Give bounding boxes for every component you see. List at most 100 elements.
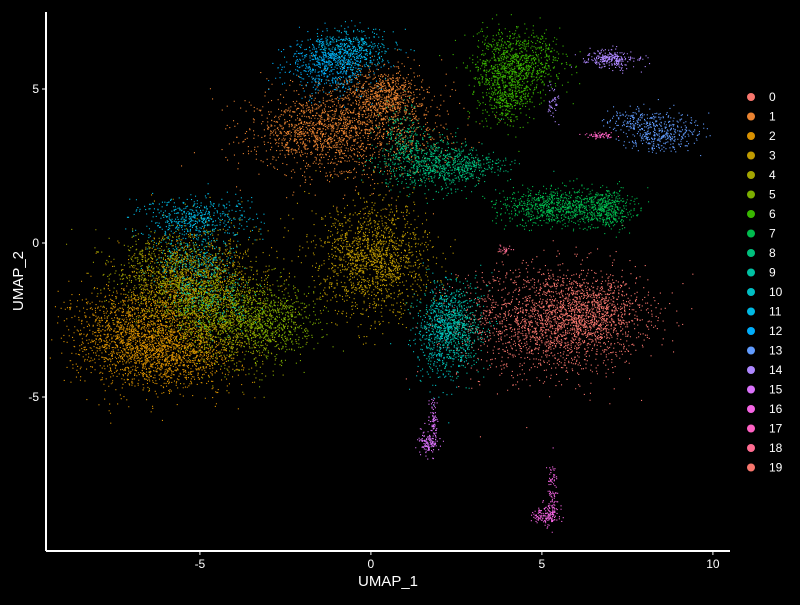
- x-axis-title: UMAP_1: [358, 573, 418, 590]
- legend-item-15: 15: [747, 383, 783, 397]
- series-2-blob-0: [49, 242, 235, 424]
- series-14-blob-1: [547, 81, 560, 126]
- legend-label-8: 8: [769, 246, 776, 260]
- legend-key-16: [747, 405, 755, 413]
- y-axis-title: UMAP_2: [10, 251, 27, 311]
- series-4-points: [66, 203, 321, 398]
- legend-item-3: 3: [747, 149, 776, 163]
- legend-item-8: 8: [747, 246, 776, 260]
- legend-item-11: 11: [747, 305, 782, 319]
- legend-key-0: [747, 93, 755, 101]
- legend-label-17: 17: [769, 422, 783, 436]
- legend-item-16: 16: [747, 402, 783, 416]
- x-tick-label: 5: [539, 557, 546, 571]
- legend-key-8: [747, 249, 755, 257]
- series-16-blob-1: [545, 447, 559, 533]
- legend-label-11: 11: [769, 305, 782, 319]
- legend-key-11: [747, 307, 755, 316]
- series-12-points: [268, 20, 407, 108]
- series-7-blob-0: [465, 178, 642, 232]
- legend-item-5: 5: [747, 188, 776, 202]
- x-tick-label: 10: [706, 557, 720, 571]
- legend-label-18: 18: [769, 441, 783, 455]
- legend-key-7: [747, 229, 755, 238]
- series-17-points: [579, 131, 619, 140]
- legend-item-12: 12: [747, 324, 783, 338]
- series-14-points: [547, 45, 651, 126]
- legend-key-2: [747, 132, 755, 140]
- x-tick-label: 0: [368, 557, 375, 571]
- series-4-blob-1: [66, 203, 241, 342]
- series-13-blob-0: [600, 104, 711, 157]
- legend-key-1: [747, 112, 755, 121]
- legend-item-13: 13: [747, 344, 783, 358]
- legend-item-10: 10: [747, 285, 783, 299]
- legend-label-5: 5: [769, 188, 776, 202]
- legend-label-7: 7: [769, 227, 776, 241]
- legend-label-13: 13: [769, 344, 783, 358]
- series-18-blob-0: [498, 244, 515, 254]
- legend-label-1: 1: [769, 110, 776, 124]
- legend-label-16: 16: [769, 402, 783, 416]
- legend-key-6: [747, 210, 755, 218]
- y-tick-label: 0: [32, 236, 39, 250]
- legend-item-19: 19: [747, 461, 783, 475]
- legend-item-1: 1: [747, 110, 776, 124]
- series-1-blob-2: [329, 49, 429, 135]
- legend-key-3: [747, 151, 755, 160]
- legend-label-10: 10: [769, 285, 783, 299]
- y-ticks: -5 0 5: [28, 82, 46, 404]
- legend-key-17: [747, 424, 755, 433]
- series-16-points: [530, 447, 564, 533]
- legend-key-13: [747, 346, 755, 355]
- series-14-blob-0: [570, 45, 651, 74]
- series-18-points: [498, 244, 515, 254]
- series-7-blob-1: [575, 181, 650, 238]
- y-tick-label: 5: [32, 82, 39, 96]
- series-15-blob-1: [427, 398, 439, 460]
- x-tick-label: -5: [195, 557, 206, 571]
- legend-item-2: 2: [747, 129, 776, 143]
- legend-key-14: [747, 366, 755, 374]
- legend-label-6: 6: [769, 207, 776, 221]
- legend-label-0: 0: [769, 90, 776, 104]
- points-layer: [49, 14, 711, 533]
- series-13-points: [600, 99, 711, 157]
- series-3-blob-0: [287, 168, 458, 346]
- series-11-points: [125, 21, 415, 245]
- legend-key-5: [747, 190, 755, 199]
- legend-key-18: [747, 444, 755, 452]
- series-15-blob-0: [415, 422, 444, 460]
- legend-key-15: [747, 385, 755, 394]
- legend-item-9: 9: [747, 266, 776, 280]
- series-12-blob-0: [268, 20, 407, 108]
- x-ticks: -5 0 5 10: [195, 551, 720, 571]
- legend-label-12: 12: [769, 324, 783, 338]
- series-11-blob-1: [284, 21, 415, 80]
- series-1-blob-1: [225, 84, 377, 179]
- legend-key-19: [747, 463, 755, 472]
- legend-key-4: [747, 171, 755, 179]
- legend-label-4: 4: [769, 168, 776, 182]
- series-3-points: [117, 168, 458, 392]
- legend-label-2: 2: [769, 129, 776, 143]
- legend-item-6: 6: [747, 207, 776, 221]
- legend-item-0: 0: [747, 90, 776, 104]
- legend-label-15: 15: [769, 383, 783, 397]
- series-7-points: [465, 178, 650, 238]
- legend-item-7: 7: [747, 227, 776, 241]
- legend-key-12: [747, 327, 755, 335]
- legend-item-18: 18: [747, 441, 783, 455]
- legend-key-9: [747, 268, 755, 277]
- legend-label-3: 3: [769, 149, 776, 163]
- legend-label-14: 14: [769, 363, 783, 377]
- y-tick-label: -5: [28, 390, 39, 404]
- legend-label-9: 9: [769, 266, 776, 280]
- legend-key-10: [747, 288, 755, 296]
- series-1-points: [181, 49, 512, 217]
- series-17-blob-0: [579, 131, 619, 140]
